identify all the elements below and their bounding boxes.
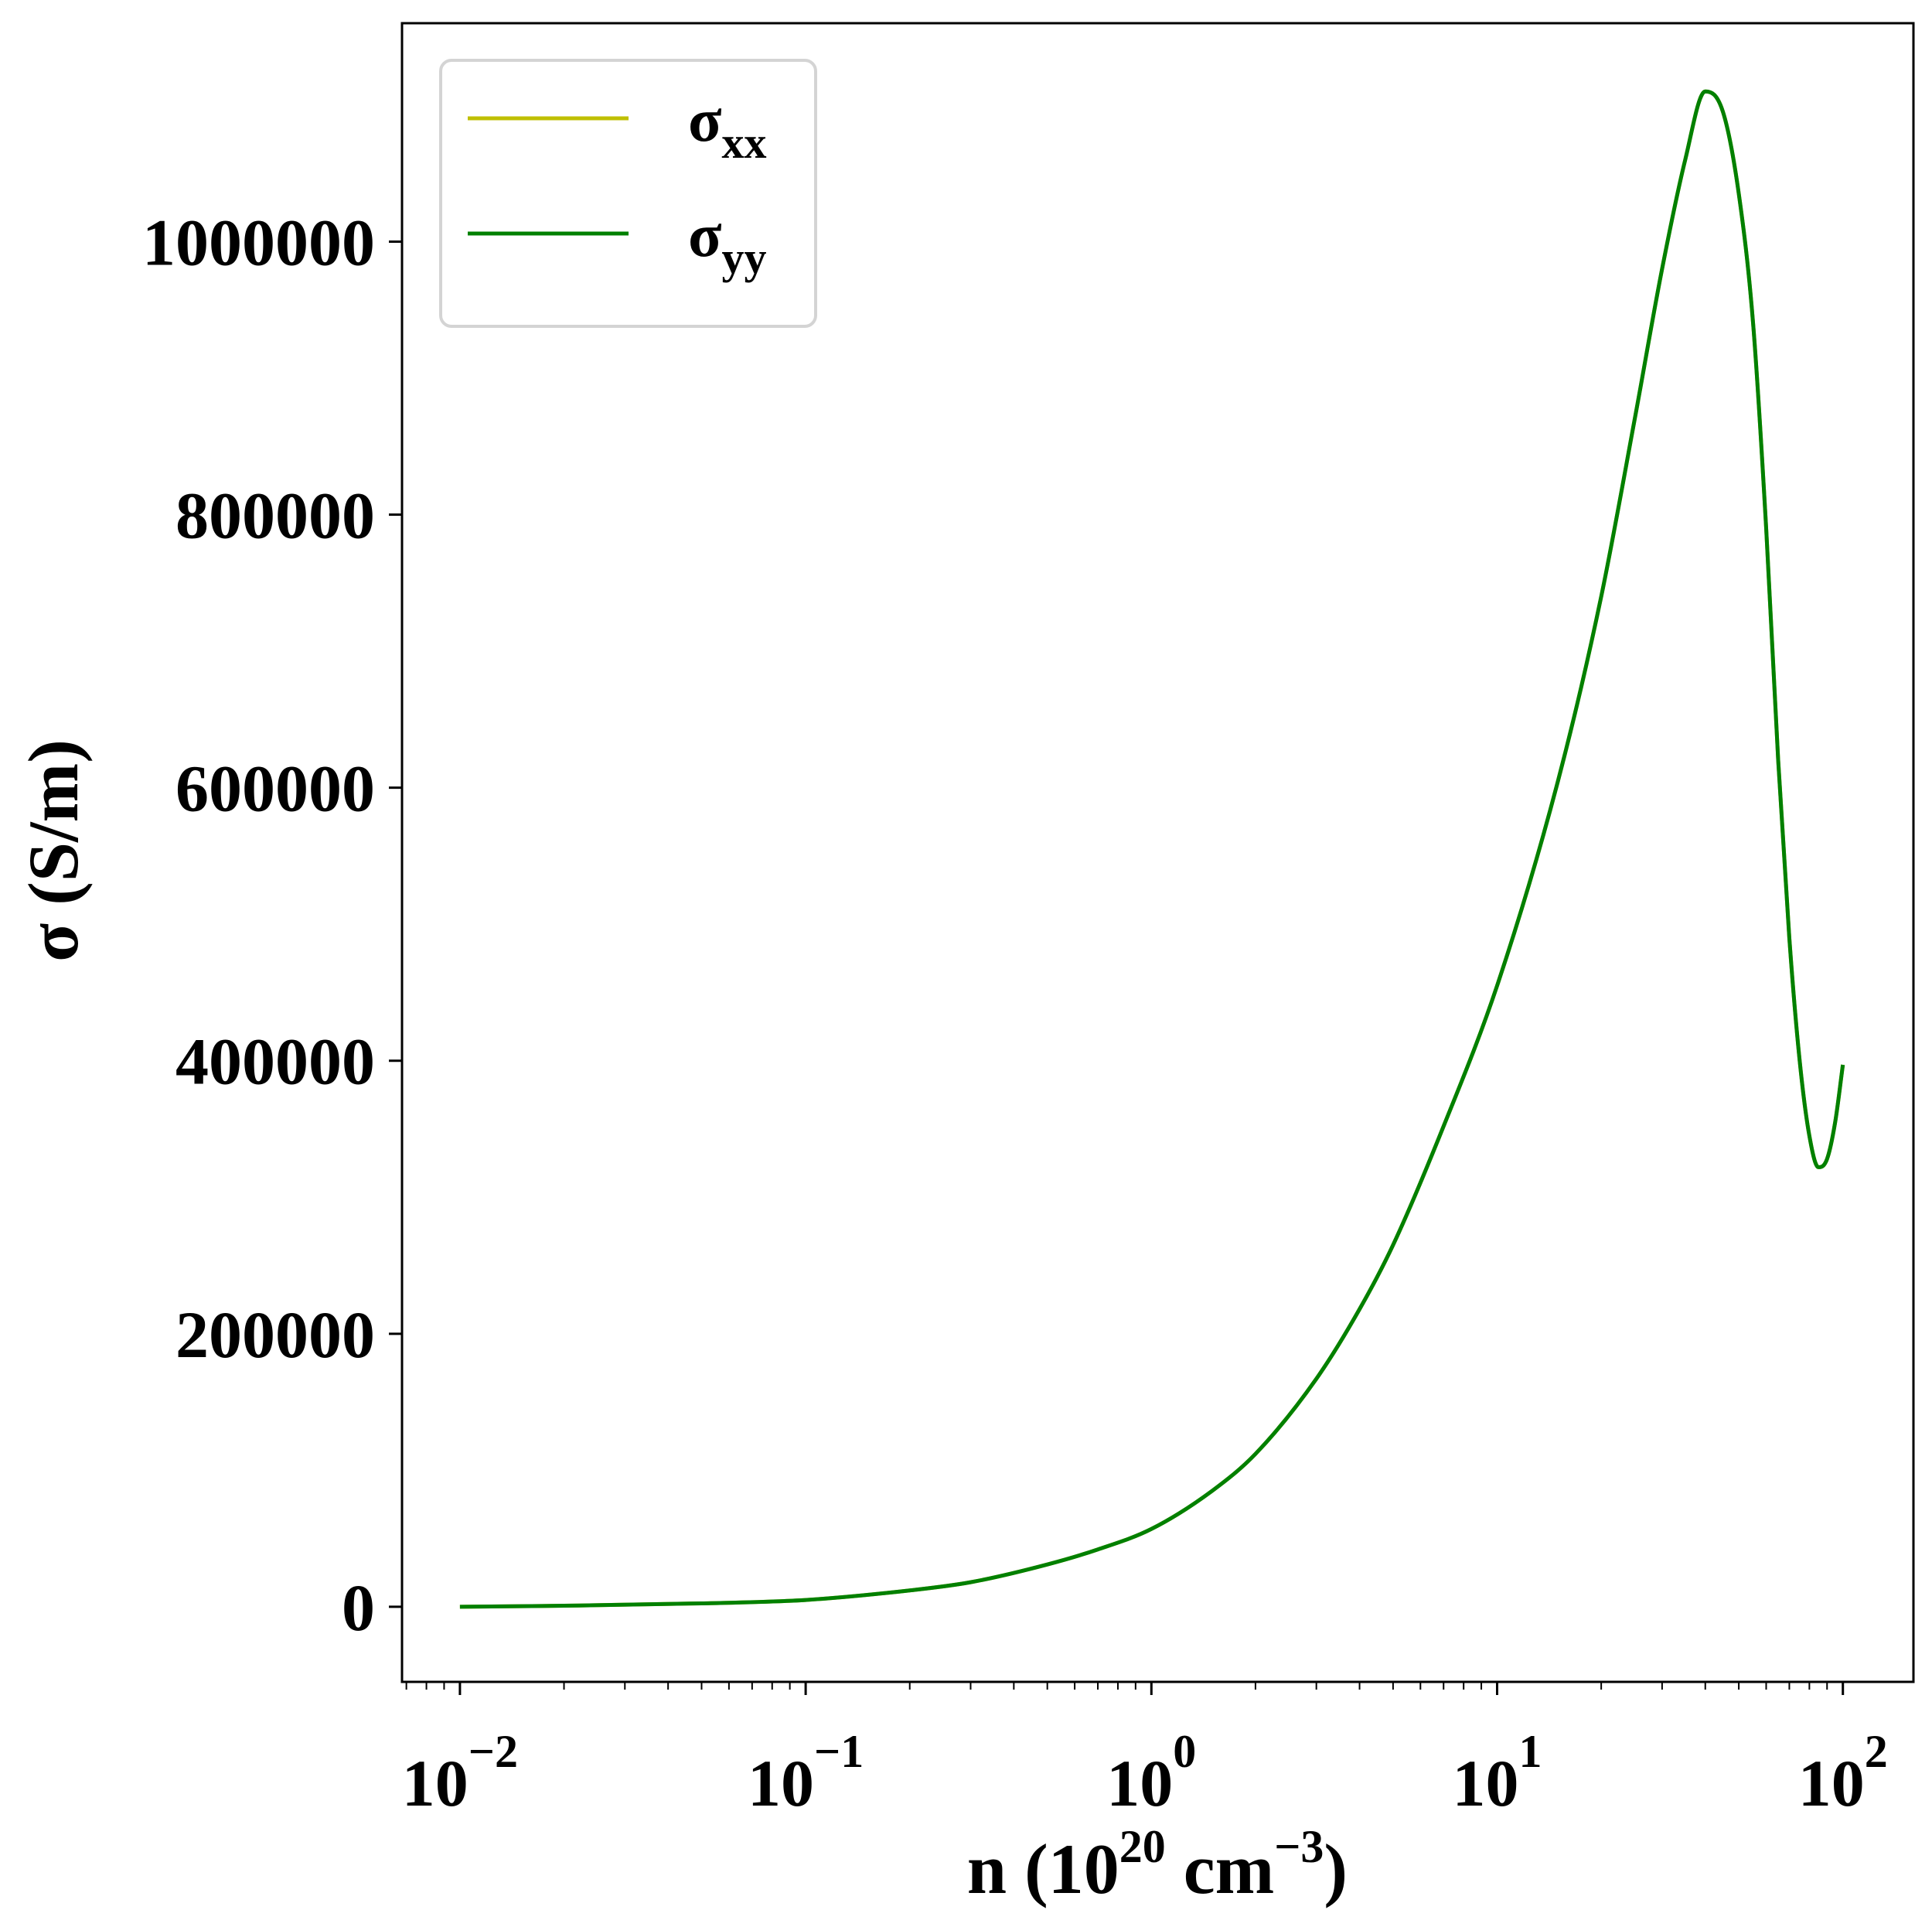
- x-minor-ticks: [405, 1682, 1828, 1690]
- legend-label-sigma-xx: σxx: [688, 87, 767, 168]
- series-line-yy: [459, 89, 1845, 1609]
- x-tick-label: 10−2: [402, 1726, 518, 1820]
- y-axis-label: σ (S/m): [14, 739, 93, 962]
- x-axis-label-exp1: 20: [1119, 1821, 1166, 1872]
- series-layer: [459, 89, 1845, 1609]
- y-tick-label: 0: [342, 1571, 375, 1645]
- legend-label-sigma-yy-sub: yy: [722, 233, 767, 283]
- x-axis-label-exp2: −3: [1274, 1821, 1324, 1872]
- x-axis-label-mid: cm: [1166, 1830, 1274, 1908]
- plot-frame: [400, 22, 1915, 1683]
- y-axis-ticks: 0 200000 400000 600000 800000 1000000: [142, 205, 402, 1645]
- legend-label-sigma-xx-base: σ: [688, 87, 722, 155]
- x-tick-label: 100: [1106, 1726, 1196, 1820]
- legend-box: [439, 59, 817, 328]
- x-axis-label-end: ): [1324, 1830, 1348, 1908]
- legend-label-sigma-yy-base: σ: [688, 202, 722, 270]
- x-tick-label: 101: [1453, 1726, 1542, 1820]
- x-axis-ticks: 10−2 10−1 100 101 102: [402, 1682, 1888, 1820]
- x-tick-label: 10−1: [748, 1726, 864, 1820]
- legend-label-sigma-xx-sub: xx: [722, 118, 767, 168]
- x-axis-label: n (1020 cm−3): [967, 1821, 1348, 1908]
- y-tick-label: 600000: [175, 752, 375, 826]
- x-axis-label-base: n (10: [967, 1830, 1119, 1908]
- y-tick-label: 1000000: [142, 205, 375, 279]
- x-tick-label: 102: [1798, 1726, 1888, 1820]
- legend: σxx σyy: [439, 59, 817, 328]
- y-tick-label: 400000: [175, 1025, 375, 1099]
- y-tick-label: 800000: [175, 479, 375, 553]
- y-tick-label: 200000: [175, 1298, 375, 1372]
- legend-label-sigma-yy: σyy: [688, 202, 767, 283]
